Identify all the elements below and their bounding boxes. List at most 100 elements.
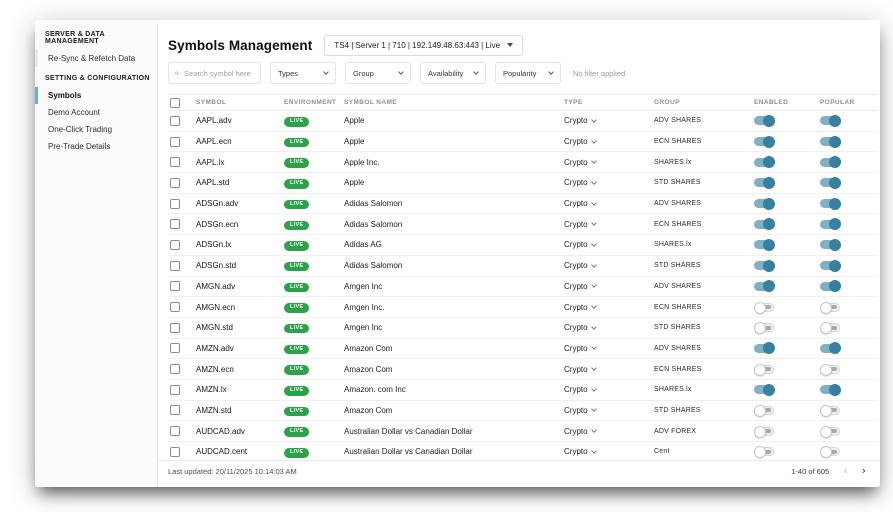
- row-checkbox[interactable]: [170, 198, 180, 209]
- row-checkbox[interactable]: [170, 281, 180, 292]
- type-dropdown-cell[interactable]: Crypto: [564, 427, 654, 436]
- row-checkbox[interactable]: [170, 426, 180, 437]
- row-checkbox[interactable]: [170, 239, 180, 250]
- column-header-group: GROUP: [654, 99, 680, 106]
- search-input[interactable]: [184, 68, 254, 78]
- search-box[interactable]: [168, 62, 261, 84]
- chevron-down-icon: [323, 69, 329, 75]
- popular-toggle[interactable]: [820, 218, 841, 231]
- enabled-toggle[interactable]: [754, 176, 775, 189]
- enabled-toggle[interactable]: [754, 280, 775, 293]
- group-cell: ECN SHARES: [654, 303, 702, 311]
- popular-toggle[interactable]: [820, 383, 841, 396]
- popular-toggle[interactable]: [820, 363, 840, 376]
- sidebar-item-one-click-trading[interactable]: One-Click Trading: [48, 125, 113, 134]
- type-dropdown-cell[interactable]: Crypto: [564, 261, 654, 270]
- enabled-toggle[interactable]: [754, 197, 775, 210]
- popular-toggle[interactable]: [820, 156, 841, 169]
- chevron-down-icon: [398, 69, 404, 75]
- popular-toggle[interactable]: [820, 135, 841, 148]
- popular-toggle[interactable]: [820, 404, 840, 417]
- row-checkbox[interactable]: [170, 405, 180, 416]
- sidebar-item-re-sync-refetch-data[interactable]: Re-Sync & Refetch Data: [35, 50, 157, 67]
- main-content: Symbols Management TS4 | Server 1 | 710 …: [158, 20, 880, 487]
- group-cell: SHARES.lx: [654, 386, 692, 394]
- type-dropdown-cell[interactable]: Crypto: [564, 199, 654, 208]
- enabled-toggle[interactable]: [754, 446, 774, 459]
- enabled-toggle[interactable]: [754, 301, 774, 314]
- type-dropdown-cell[interactable]: Crypto: [564, 158, 654, 167]
- enabled-toggle[interactable]: [754, 322, 774, 335]
- types-filter-dropdown[interactable]: Types: [270, 62, 336, 84]
- type-dropdown-cell[interactable]: Crypto: [564, 240, 654, 249]
- type-dropdown-cell[interactable]: Crypto: [564, 220, 654, 229]
- symbol-cell: ADSGn.lx: [196, 240, 232, 250]
- row-checkbox[interactable]: [170, 260, 180, 271]
- symbol-cell: ADSGn.ecn: [196, 219, 239, 229]
- enabled-toggle[interactable]: [754, 218, 775, 231]
- popular-toggle[interactable]: [820, 446, 840, 459]
- row-checkbox[interactable]: [170, 219, 180, 230]
- enabled-toggle[interactable]: [754, 114, 775, 127]
- type-dropdown-cell[interactable]: Crypto: [564, 406, 654, 415]
- popular-toggle[interactable]: [820, 301, 840, 314]
- row-checkbox[interactable]: [170, 446, 180, 457]
- enabled-toggle[interactable]: [754, 383, 775, 396]
- sidebar-item-symbols[interactable]: Symbols: [35, 87, 157, 104]
- popular-toggle[interactable]: [820, 280, 841, 293]
- type-label: Crypto: [564, 343, 588, 353]
- enabled-toggle[interactable]: [754, 135, 775, 148]
- row-checkbox[interactable]: [170, 177, 180, 188]
- type-dropdown-cell[interactable]: Crypto: [564, 365, 654, 374]
- type-dropdown-cell[interactable]: Crypto: [564, 344, 654, 353]
- popular-toggle[interactable]: [820, 114, 841, 127]
- type-dropdown-cell[interactable]: Crypto: [564, 385, 654, 394]
- enabled-toggle[interactable]: [754, 259, 775, 272]
- row-checkbox[interactable]: [170, 115, 180, 126]
- enabled-toggle[interactable]: [754, 404, 774, 417]
- server-selector-dropdown[interactable]: TS4 | Server 1 | 710 | 192.149.48.63:443…: [324, 34, 524, 56]
- popular-toggle[interactable]: [820, 425, 840, 438]
- type-dropdown-cell[interactable]: Crypto: [564, 178, 654, 187]
- type-dropdown-cell[interactable]: Crypto: [564, 137, 654, 146]
- enabled-toggle[interactable]: [754, 342, 775, 355]
- column-header-popular: POPULAR: [820, 99, 855, 106]
- group-cell: ECN SHARES: [654, 220, 702, 228]
- row-checkbox[interactable]: [170, 322, 180, 333]
- popular-toggle[interactable]: [820, 342, 841, 355]
- group-filter-label: Group: [353, 68, 374, 78]
- type-dropdown-cell[interactable]: Crypto: [564, 323, 654, 332]
- row-checkbox[interactable]: [170, 157, 180, 168]
- column-header-type: TYPE: [564, 99, 583, 106]
- row-checkbox[interactable]: [170, 384, 180, 395]
- type-dropdown-cell[interactable]: Crypto: [564, 447, 654, 456]
- filter-bar: Types Group Availability Popularity No f…: [158, 58, 880, 94]
- row-checkbox[interactable]: [170, 364, 180, 375]
- row-checkbox[interactable]: [170, 136, 180, 147]
- symbol-cell: AUDCAD.adv: [196, 426, 245, 436]
- row-checkbox[interactable]: [170, 343, 180, 354]
- type-dropdown-cell[interactable]: Crypto: [564, 303, 654, 312]
- group-filter-dropdown[interactable]: Group: [345, 62, 411, 84]
- enabled-toggle[interactable]: [754, 238, 775, 251]
- enabled-toggle[interactable]: [754, 425, 774, 438]
- select-all-checkbox[interactable]: [170, 97, 180, 108]
- popular-toggle[interactable]: [820, 322, 840, 335]
- popular-toggle[interactable]: [820, 176, 841, 189]
- type-dropdown-cell[interactable]: Crypto: [564, 282, 654, 291]
- availability-filter-dropdown[interactable]: Availability: [420, 62, 486, 84]
- symbol-name-cell: Apple: [344, 178, 365, 188]
- enabled-toggle[interactable]: [754, 156, 775, 169]
- popular-toggle[interactable]: [820, 259, 841, 272]
- previous-page-icon[interactable]: ‹: [843, 464, 848, 477]
- row-checkbox[interactable]: [170, 302, 180, 313]
- symbol-cell: AAPL.std: [196, 178, 230, 188]
- popular-toggle[interactable]: [820, 197, 841, 210]
- popular-toggle[interactable]: [820, 238, 841, 251]
- type-dropdown-cell[interactable]: Crypto: [564, 116, 654, 125]
- next-page-icon[interactable]: ›: [861, 464, 866, 477]
- sidebar-item-demo-account[interactable]: Demo Account: [48, 108, 101, 117]
- popularity-filter-dropdown[interactable]: Popularity: [495, 62, 561, 84]
- sidebar-item-pre-trade-details[interactable]: Pre-Trade Details: [48, 142, 111, 151]
- enabled-toggle[interactable]: [754, 363, 774, 376]
